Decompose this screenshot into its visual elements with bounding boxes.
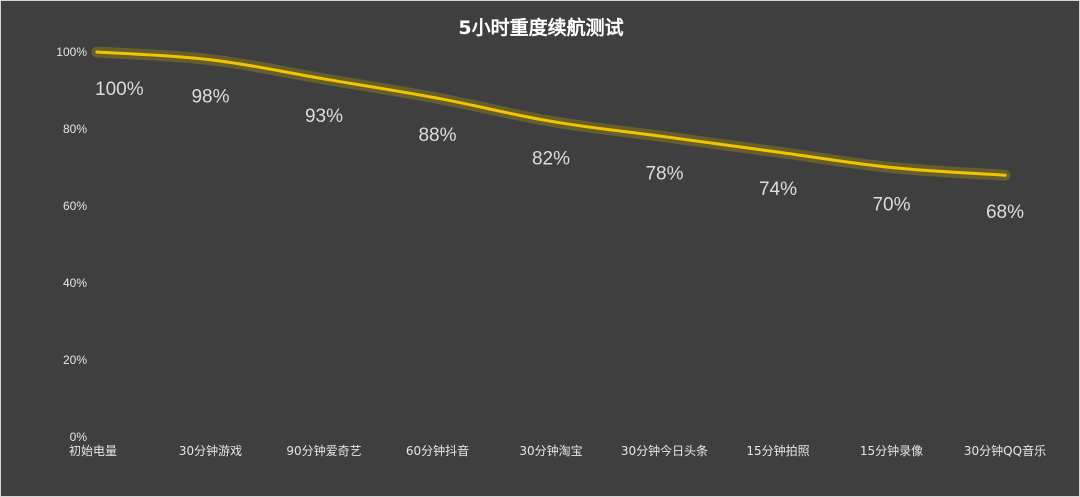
x-category-label: 30分钟游戏: [179, 443, 242, 458]
series-line-group: [91, 46, 1011, 181]
data-label: 88%: [418, 125, 456, 146]
data-label: 74%: [759, 179, 797, 200]
data-point: [95, 50, 99, 54]
data-label: 93%: [305, 106, 343, 127]
data-point: [322, 77, 326, 81]
x-category-label: 30分钟淘宝: [519, 443, 582, 458]
data-point: [663, 135, 666, 139]
y-tick-label: 60%: [63, 199, 87, 213]
chart-title: 5小时重度续航测试: [458, 16, 623, 39]
x-category-label: 30分钟今日头条: [621, 443, 708, 458]
x-category-label: 30分钟QQ音乐: [964, 443, 1046, 458]
x-category-label: 90分钟爱奇艺: [286, 443, 361, 458]
data-label: 98%: [191, 87, 229, 108]
data-point: [776, 150, 780, 154]
y-tick-label: 80%: [63, 122, 87, 136]
x-category-label: 15分钟拍照: [746, 443, 809, 458]
y-axis-ticks: 0% 20% 40% 60% 80% 100%: [56, 45, 87, 444]
data-label: 68%: [986, 202, 1024, 223]
y-tick-label: 0%: [70, 430, 88, 444]
x-category-label: 60分钟抖音: [406, 443, 469, 458]
data-point: [549, 119, 553, 123]
x-axis-categories: 初始电量 30分钟游戏 90分钟爱奇艺 60分钟抖音 30分钟淘宝 30分钟今日头条 15分…: [69, 443, 1046, 458]
data-point: [209, 58, 212, 62]
data-labels: 100% 98% 93% 88% 82% 78% 74% 70% 68%: [95, 79, 1024, 223]
data-label: 78%: [645, 164, 683, 185]
x-category-label: 15分钟录像: [860, 443, 923, 458]
y-tick-label: 40%: [63, 276, 87, 290]
data-label: 82%: [532, 148, 570, 169]
data-point: [436, 96, 439, 100]
data-point: [1003, 173, 1007, 177]
data-label: 100%: [95, 79, 144, 100]
x-category-label: 初始电量: [69, 444, 117, 458]
data-label: 70%: [872, 195, 910, 216]
y-tick-label: 100%: [56, 45, 87, 59]
data-point: [890, 166, 893, 169]
y-tick-label: 20%: [63, 353, 87, 367]
